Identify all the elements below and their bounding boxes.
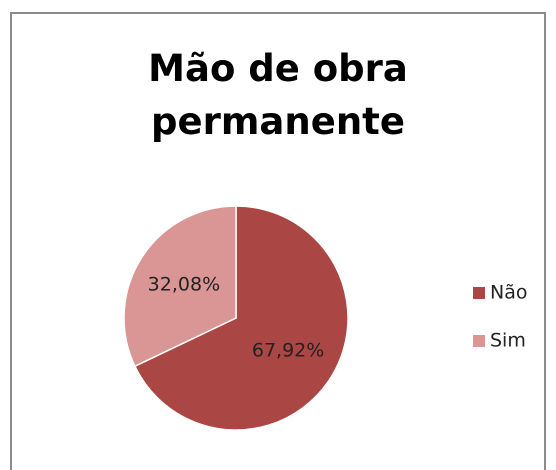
legend-label: Não [490,282,527,304]
legend-label: Sim [490,330,526,352]
legend-swatch [473,335,485,347]
data-label: 67,92% [252,339,324,361]
legend-swatch [473,287,485,299]
pie-slice [123,205,237,368]
data-label: 32,08% [148,274,220,296]
chart-title: Mão de obra permanente [148,47,408,143]
chart-frame [10,12,546,470]
pie-slice [133,205,349,431]
